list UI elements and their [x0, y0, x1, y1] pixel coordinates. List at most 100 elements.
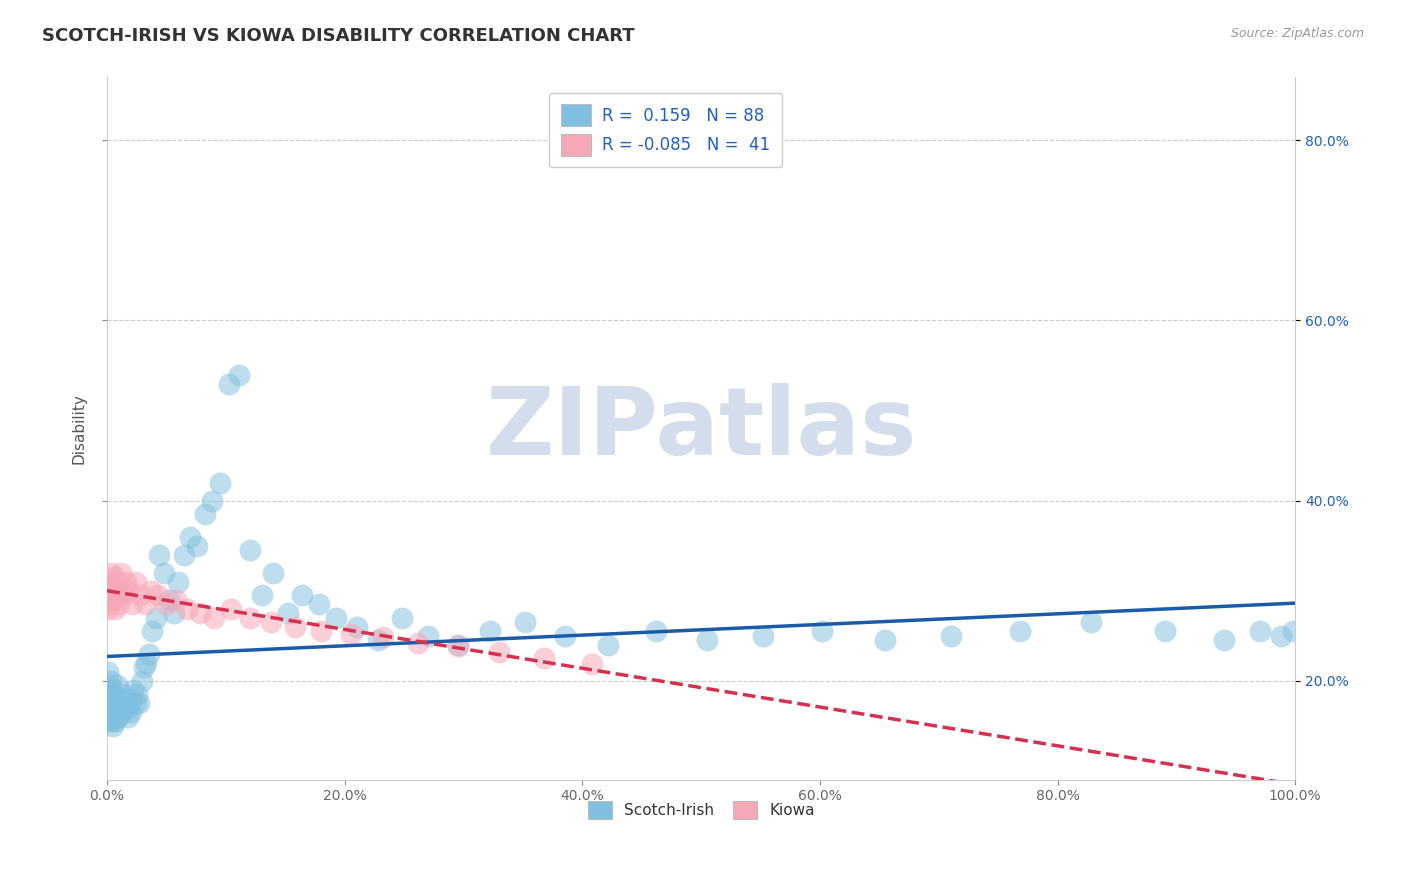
Point [533, 651, 555, 665]
Point [284, 619, 307, 633]
Point [554, 629, 576, 643]
Point [139, 583, 162, 598]
Text: SCOTCH-IRISH VS KIOWA DISABILITY CORRELATION CHART: SCOTCH-IRISH VS KIOWA DISABILITY CORRELA… [42, 27, 634, 45]
Point [97, 687, 120, 701]
Point [98, 705, 121, 719]
Point [101, 700, 124, 714]
Point [1008, 624, 1031, 638]
Point [308, 597, 330, 611]
Legend: Scotch-Irish, Kiowa: Scotch-Irish, Kiowa [582, 795, 821, 824]
Point [193, 507, 215, 521]
Point [239, 543, 262, 558]
Point [138, 647, 160, 661]
Point [104, 714, 127, 728]
Point [100, 588, 122, 602]
Point [752, 629, 775, 643]
Point [98, 691, 121, 706]
Point [120, 705, 142, 719]
Point [135, 656, 157, 670]
Point [117, 709, 139, 723]
Point [391, 610, 413, 624]
Point [101, 592, 124, 607]
Point [98, 574, 121, 589]
Point [371, 631, 394, 645]
Point [1270, 629, 1292, 643]
Point [103, 691, 125, 706]
Point [309, 624, 332, 638]
Point [98, 714, 121, 728]
Point [100, 696, 122, 710]
Point [696, 633, 718, 648]
Point [167, 574, 190, 589]
Point [125, 687, 148, 701]
Point [132, 660, 155, 674]
Point [128, 696, 150, 710]
Point [515, 615, 537, 629]
Text: Source: ZipAtlas.com: Source: ZipAtlas.com [1230, 27, 1364, 40]
Point [325, 610, 347, 624]
Point [188, 606, 211, 620]
Point [121, 597, 143, 611]
Point [104, 601, 127, 615]
Point [598, 638, 620, 652]
Point [165, 592, 187, 607]
Point [176, 601, 198, 615]
Point [101, 687, 124, 701]
Point [112, 687, 135, 701]
Point [129, 588, 152, 602]
Point [162, 606, 184, 620]
Point [97, 583, 120, 598]
Point [367, 633, 389, 648]
Point [155, 597, 177, 611]
Point [291, 588, 314, 602]
Point [100, 709, 122, 723]
Point [228, 368, 250, 382]
Point [108, 597, 131, 611]
Point [97, 665, 120, 679]
Point [107, 700, 129, 714]
Point [115, 691, 138, 706]
Point [101, 682, 124, 697]
Point [100, 566, 122, 580]
Point [117, 700, 139, 714]
Point [339, 627, 361, 641]
Point [186, 539, 208, 553]
Point [134, 597, 156, 611]
Point [939, 629, 962, 643]
Point [1153, 624, 1175, 638]
Point [811, 624, 834, 638]
Point [110, 705, 132, 719]
Point [581, 657, 603, 672]
Point [218, 376, 240, 391]
Point [260, 615, 283, 629]
Point [112, 588, 135, 602]
Point [104, 696, 127, 710]
Point [145, 610, 167, 624]
Point [153, 566, 176, 580]
Point [277, 606, 299, 620]
Point [110, 566, 132, 580]
Point [1080, 615, 1102, 629]
Point [97, 601, 120, 615]
Text: ZIPatlas: ZIPatlas [485, 383, 917, 475]
Point [105, 588, 128, 602]
Point [875, 633, 897, 648]
Point [179, 530, 201, 544]
Point [146, 588, 169, 602]
Point [141, 624, 163, 638]
Point [124, 574, 146, 589]
Point [98, 597, 121, 611]
Point [111, 696, 134, 710]
Point [488, 645, 510, 659]
Point [645, 624, 668, 638]
Point [239, 610, 262, 624]
Point [121, 691, 143, 706]
Point [157, 592, 180, 607]
Point [101, 718, 124, 732]
Point [108, 709, 131, 723]
Point [103, 570, 125, 584]
Y-axis label: Disability: Disability [72, 393, 86, 464]
Point [108, 583, 131, 598]
Point [103, 709, 125, 723]
Point [173, 548, 195, 562]
